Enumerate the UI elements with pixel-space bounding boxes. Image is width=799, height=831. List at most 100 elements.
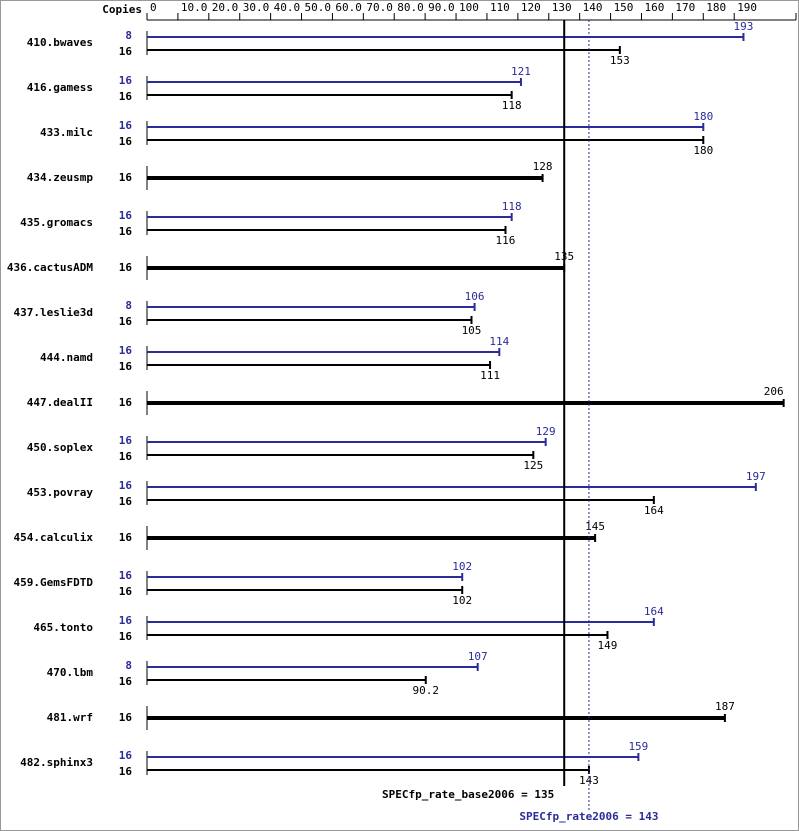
- benchmark-name: 447.dealII: [27, 396, 93, 409]
- value-label: 114: [489, 335, 509, 348]
- value-label: 164: [644, 605, 664, 618]
- x-tick-label: 160: [644, 1, 664, 14]
- benchmark-name: 470.lbm: [47, 666, 94, 679]
- x-tick-label: 140: [583, 1, 603, 14]
- x-tick-label: 80.0: [397, 1, 424, 14]
- bar: [147, 364, 491, 366]
- bar: [147, 36, 744, 38]
- x-tick-label: 170: [675, 1, 695, 14]
- copies: 16: [119, 360, 133, 373]
- copies: 16: [119, 171, 133, 184]
- value-label: 116: [496, 234, 516, 247]
- x-tick-label: 110: [490, 1, 510, 14]
- bar: [147, 94, 512, 96]
- x-tick-label: 130: [552, 1, 572, 14]
- x-tick-label: 20.0: [212, 1, 239, 14]
- x-tick-label: 50.0: [305, 1, 332, 14]
- bar: [147, 306, 475, 308]
- bar: [147, 139, 704, 141]
- x-tick-label: 100: [459, 1, 479, 14]
- bar: [147, 266, 565, 270]
- bar: [147, 679, 426, 681]
- value-label: 111: [480, 369, 500, 382]
- value-label: 197: [746, 470, 766, 483]
- benchmark-name: 465.tonto: [33, 621, 93, 634]
- reference-label: SPECfp_rate2006 = 143: [519, 810, 658, 823]
- copies: 16: [119, 531, 133, 544]
- bar: [147, 441, 546, 443]
- bar: [147, 536, 596, 540]
- value-label: 159: [628, 740, 648, 753]
- copies: 16: [119, 711, 133, 724]
- bar: [147, 229, 506, 231]
- value-label: 129: [536, 425, 556, 438]
- value-label: 193: [734, 20, 754, 33]
- bar: [147, 49, 620, 51]
- copies: 16: [119, 569, 133, 582]
- x-tick-label: 190: [737, 1, 757, 14]
- benchmark-name: 459.GemsFDTD: [14, 576, 94, 589]
- value-label: 180: [693, 110, 713, 123]
- value-label: 180: [693, 144, 713, 157]
- copies: 8: [125, 299, 132, 312]
- benchmark-name: 444.namd: [40, 351, 93, 364]
- x-tick-label: 120: [521, 1, 541, 14]
- copies: 16: [119, 74, 133, 87]
- copies: 16: [119, 209, 133, 222]
- value-label: 125: [523, 459, 543, 472]
- bar: [147, 716, 725, 720]
- copies: 16: [119, 90, 133, 103]
- value-label: 187: [715, 700, 735, 713]
- copies: 16: [119, 344, 133, 357]
- copies: 16: [119, 225, 133, 238]
- benchmark-name: 450.soplex: [27, 441, 94, 454]
- copies: 16: [119, 315, 133, 328]
- copies: 16: [119, 749, 133, 762]
- copies: 16: [119, 396, 133, 409]
- value-label: 164: [644, 504, 664, 517]
- copies: 16: [119, 675, 133, 688]
- copies: 8: [125, 29, 132, 42]
- copies: 16: [119, 434, 133, 447]
- value-label: 128: [533, 160, 553, 173]
- value-label: 106: [465, 290, 485, 303]
- x-tick-label: 150: [614, 1, 634, 14]
- bar: [147, 176, 543, 180]
- benchmark-name: 434.zeusmp: [27, 171, 94, 184]
- bar: [147, 486, 756, 488]
- copies: 16: [119, 765, 133, 778]
- bar: [147, 576, 463, 578]
- value-label: 102: [452, 560, 472, 573]
- copies: 16: [119, 135, 133, 148]
- bar: [147, 666, 478, 668]
- x-tick-label: 180: [706, 1, 726, 14]
- benchmark-name: 453.povray: [27, 486, 94, 499]
- benchmark-name: 410.bwaves: [27, 36, 93, 49]
- value-label: 118: [502, 99, 522, 112]
- bar: [147, 126, 704, 128]
- x-tick-label: 90.0: [428, 1, 455, 14]
- bar: [147, 216, 512, 218]
- benchmark-name: 436.cactusADM: [7, 261, 93, 274]
- benchmark-name: 482.sphinx3: [20, 756, 93, 769]
- benchmark-name: 437.leslie3d: [14, 306, 93, 319]
- value-label: 145: [585, 520, 605, 533]
- value-label: 105: [462, 324, 482, 337]
- copies: 16: [119, 119, 133, 132]
- value-label: 206: [764, 385, 784, 398]
- bar: [147, 589, 463, 591]
- bar: [147, 769, 589, 771]
- x-tick-label: 40.0: [274, 1, 301, 14]
- bar: [147, 634, 608, 636]
- bar: [147, 621, 654, 623]
- bar: [147, 351, 500, 353]
- reference-label: SPECfp_rate_base2006 = 135: [382, 788, 554, 801]
- x-tick-label: 60.0: [335, 1, 362, 14]
- value-label: 153: [610, 54, 630, 67]
- x-tick-label: 0: [150, 1, 157, 14]
- bar: [147, 319, 472, 321]
- benchmark-name: 433.milc: [40, 126, 93, 139]
- copies: 16: [119, 450, 133, 463]
